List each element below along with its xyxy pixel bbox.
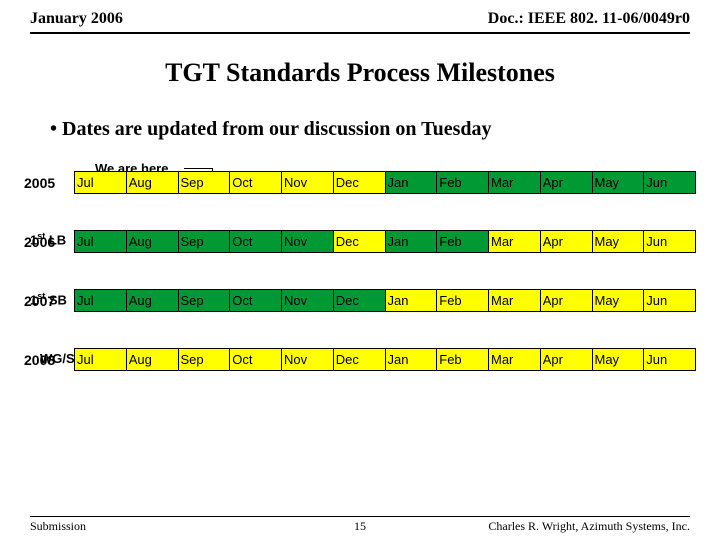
year-label: 2006 [24, 234, 74, 250]
row-2008: 2008 JulAugSepOctNovDecJanFebMarAprMayJu… [24, 348, 696, 371]
month-cell: Sep [179, 290, 231, 311]
month-cell: Dec [334, 349, 386, 370]
month-cell: Feb [437, 349, 489, 370]
month-cell: Jan [386, 172, 438, 193]
month-cell: Apr [541, 290, 593, 311]
month-cell: Apr [541, 349, 593, 370]
month-cell: Feb [437, 172, 489, 193]
month-cell: Feb [437, 231, 489, 252]
month-cell: Oct [230, 231, 282, 252]
footer-page: 15 [354, 519, 366, 534]
month-cell: May [593, 349, 645, 370]
month-cell: Feb [437, 290, 489, 311]
month-cell: Jun [644, 290, 696, 311]
footer-left: Submission [30, 519, 86, 534]
month-cell: Dec [334, 231, 386, 252]
year-label: 2005 [24, 175, 74, 191]
year-label: 2008 [24, 352, 74, 368]
conn [184, 168, 212, 169]
header-docnum: Doc.: IEEE 802. 11-06/0049r0 [488, 10, 690, 28]
month-cell: Sep [179, 231, 231, 252]
month-cell: Mar [489, 172, 541, 193]
month-cell: Mar [489, 231, 541, 252]
month-cell: Jul [75, 231, 127, 252]
month-cell: May [593, 290, 645, 311]
row-2007: 2007 JulAugSepOctNovDecJanFebMarAprMayJu… [24, 289, 696, 312]
month-cell: Aug [127, 290, 179, 311]
timeline: We are here 2005 JulAugSepOctNovDecJanFe… [0, 171, 720, 371]
month-cell: Mar [489, 290, 541, 311]
month-cell: Sep [179, 172, 231, 193]
row-2006: 2006 JulAugSepOctNovDecJanFebMarAprMayJu… [24, 230, 696, 253]
month-cell: Apr [541, 172, 593, 193]
month-cell: Jul [75, 349, 127, 370]
year-label: 2007 [24, 293, 74, 309]
month-cell: Nov [282, 172, 334, 193]
month-cell: Aug [127, 231, 179, 252]
month-cell: May [593, 172, 645, 193]
month-cell: Apr [541, 231, 593, 252]
month-cell: Jul [75, 172, 127, 193]
month-cell: May [593, 231, 645, 252]
month-cell: Oct [230, 290, 282, 311]
month-cell: Oct [230, 349, 282, 370]
header-date: January 2006 [30, 10, 123, 28]
page-title: TGT Standards Process Milestones [0, 58, 720, 88]
month-cell: Oct [230, 172, 282, 193]
month-cell: Mar [489, 349, 541, 370]
month-cell: Sep [179, 349, 231, 370]
month-cell: Nov [282, 349, 334, 370]
footer-right: Charles R. Wright, Azimuth Systems, Inc. [488, 519, 690, 534]
month-cell: Jul [75, 290, 127, 311]
header-rule [30, 32, 690, 34]
bullet-text: Dates are updated from our discussion on… [0, 118, 720, 141]
month-cell: Dec [334, 172, 386, 193]
month-cell: Nov [282, 290, 334, 311]
month-cell: Aug [127, 172, 179, 193]
month-cell: Dec [334, 290, 386, 311]
month-cell: Jun [644, 231, 696, 252]
month-cell: Jun [644, 349, 696, 370]
month-cell: Jan [386, 290, 438, 311]
month-cell: Aug [127, 349, 179, 370]
month-cell: Jun [644, 172, 696, 193]
month-cell: Jan [386, 231, 438, 252]
row-2005: 2005 JulAugSepOctNovDecJanFebMarAprMayJu… [24, 171, 696, 194]
month-cell: Nov [282, 231, 334, 252]
month-cell: Jan [386, 349, 438, 370]
